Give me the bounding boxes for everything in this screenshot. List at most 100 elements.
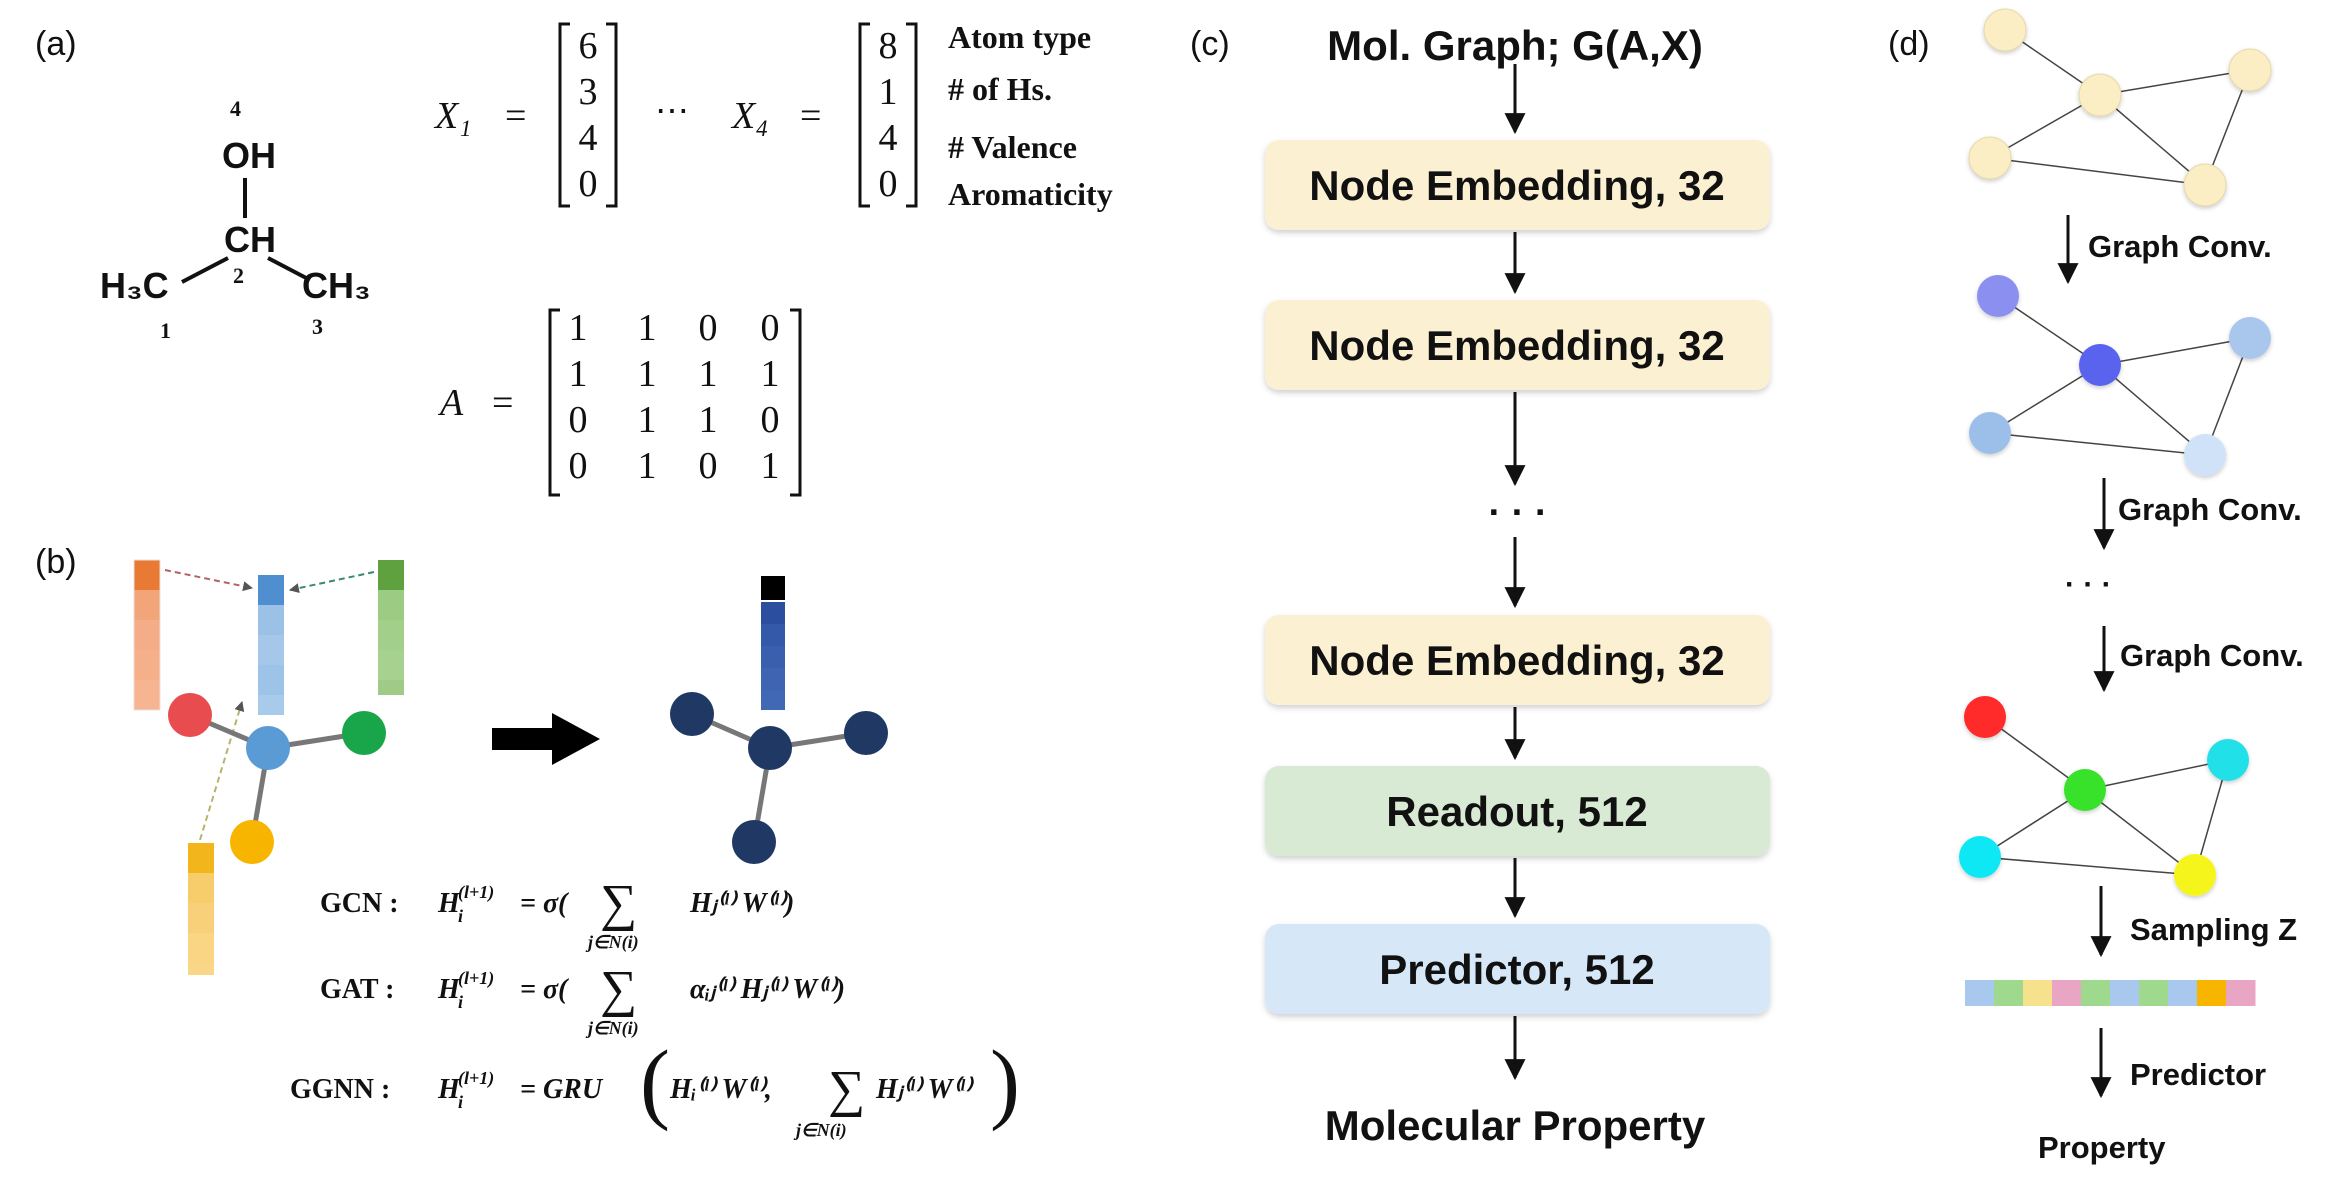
equation-name: GAT : <box>320 974 394 1005</box>
graph-node <box>1983 8 2027 52</box>
right-feature-vector <box>378 560 404 695</box>
graph-node <box>2228 48 2272 92</box>
node-navy <box>732 820 776 864</box>
output-star-graph <box>670 576 888 864</box>
adjacency-cells: 1 1 0 01 1 1 10 1 1 00 1 0 1 <box>569 307 780 487</box>
step-label: Graph Conv. <box>2118 492 2302 527</box>
graph-node <box>1968 136 2012 180</box>
graph-node <box>2064 769 2106 811</box>
layers-ellipsis: · · · <box>1488 492 1547 534</box>
a-right-bracket <box>790 308 802 497</box>
equation-body: Hⱼ⁽ˡ⁾ W⁽ˡ⁾) <box>689 888 794 919</box>
adjacency-cell: 1 <box>638 353 657 395</box>
x1-value: 4 <box>579 117 598 159</box>
latent-cell <box>1994 980 2024 1006</box>
atom-number-1: 1 <box>160 318 171 343</box>
x1-value: 3 <box>579 71 598 113</box>
feature-names: Atom type # of Hs. # Valence Aromaticity <box>948 19 1113 212</box>
latent-cell <box>2052 980 2082 1006</box>
steps-ellipsis: · · · <box>2065 568 2112 601</box>
x1-label: X₁ <box>433 95 471 137</box>
node-yellow <box>230 820 274 864</box>
sum-subscript: j∈N(i) <box>793 1120 847 1141</box>
x1-right-bracket <box>606 22 618 208</box>
adjacency-cell: 1 <box>761 445 780 487</box>
equation-name: GCN : <box>320 888 399 919</box>
a-left-bracket <box>548 308 560 497</box>
latent-cell <box>2139 980 2169 1006</box>
graph-node <box>1959 836 2001 878</box>
graph-node <box>2174 854 2216 896</box>
left-feature-vector <box>133 559 161 711</box>
panel-a-label: (a) <box>35 25 77 63</box>
panel-b: (b) <box>35 543 1020 1141</box>
x4-label: X₄ <box>730 95 768 137</box>
a-equals: = <box>492 382 513 424</box>
adjacency-cell: 1 <box>638 307 657 349</box>
node-embedding-box <box>1265 140 1770 230</box>
atom-h3c: H₃C <box>100 265 169 306</box>
graph-node <box>2229 317 2271 359</box>
equation-rhs: = σ( <box>520 888 569 919</box>
node-navy <box>670 692 714 736</box>
panel-c: (c) Mol. Graph; G(A,X) Node Embedding, 3… <box>1190 22 1770 1149</box>
graph-node <box>1977 275 2019 317</box>
feature-name: Aromaticity <box>948 176 1113 212</box>
x4-value: 1 <box>879 71 898 113</box>
step-label: Sampling Z <box>2130 912 2297 947</box>
x4-equals: = <box>800 95 821 137</box>
right-paren: ) <box>990 1033 1020 1132</box>
latent-cell <box>1965 980 1995 1006</box>
x1-value: 0 <box>579 163 598 205</box>
atom-number-4: 4 <box>230 96 241 121</box>
node-embedding-label: Node Embedding, 32 <box>1309 637 1724 684</box>
latent-vector-z <box>1965 980 2256 1006</box>
sum-subscript: j∈N(i) <box>585 1018 639 1039</box>
sum-subscript: j∈N(i) <box>585 932 639 953</box>
x4-vector: X₄ = 8 1 4 0 <box>730 22 918 208</box>
atom-oh: OH <box>222 135 276 176</box>
node-embedding-box <box>1265 300 1770 390</box>
latent-cell <box>2168 980 2198 1006</box>
equation-name: GGNN : <box>290 1074 390 1105</box>
x1-value: 6 <box>579 25 598 67</box>
latent-cell <box>2226 980 2256 1006</box>
adjacency-cell: 0 <box>699 445 718 487</box>
feature-name: # Valence <box>948 129 1077 165</box>
equation-lhs-sub: i <box>458 1092 463 1112</box>
atom-ch: CH <box>224 219 276 260</box>
readout-label: Readout, 512 <box>1386 788 1647 835</box>
atom-ch3: CH₃ <box>302 265 371 306</box>
panel-a: (a) 4 OH CH 2 H₃C CH₃ 1 3 X₁ = 6 3 4 0 ⋯ <box>35 19 1113 497</box>
bottom-feature-vector <box>188 843 214 975</box>
sum-sign: ∑ <box>600 961 637 1018</box>
x1-vector: X₁ = 6 3 4 0 <box>433 22 618 208</box>
node-embedding-label: Node Embedding, 32 <box>1309 322 1724 369</box>
equation-rhs: = GRU <box>520 1074 604 1105</box>
atom-number-3: 3 <box>312 314 323 339</box>
message-arrow-right <box>289 571 375 594</box>
vector-ellipsis: ⋯ <box>655 93 689 130</box>
step-label: Graph Conv. <box>2088 229 2272 264</box>
adjacency-cell: 1 <box>638 445 657 487</box>
equation-lhs-sub: i <box>458 906 463 926</box>
x1-left-bracket <box>558 22 570 208</box>
adjacency-cell: 1 <box>569 353 588 395</box>
latent-cell <box>2110 980 2140 1006</box>
adjacency-cell: 0 <box>699 307 718 349</box>
equation-lhs-sup: (l+1) <box>458 1068 494 1089</box>
equation-lhs-sup: (l+1) <box>458 968 494 989</box>
x4-left-bracket <box>858 22 870 208</box>
node-navy-center <box>748 726 792 770</box>
updated-feature-vector <box>761 576 785 710</box>
equation-lhs: H <box>437 888 461 919</box>
adjacency-cell: 0 <box>761 307 780 349</box>
graph-node <box>2079 344 2121 386</box>
input-star-graph <box>168 693 386 864</box>
bond-c2-c3 <box>267 256 311 282</box>
predictor-box <box>1265 924 1770 1014</box>
x1-equals: = <box>505 95 526 137</box>
step-label: Predictor <box>2130 1057 2266 1092</box>
node-embedding-box <box>1265 615 1770 705</box>
